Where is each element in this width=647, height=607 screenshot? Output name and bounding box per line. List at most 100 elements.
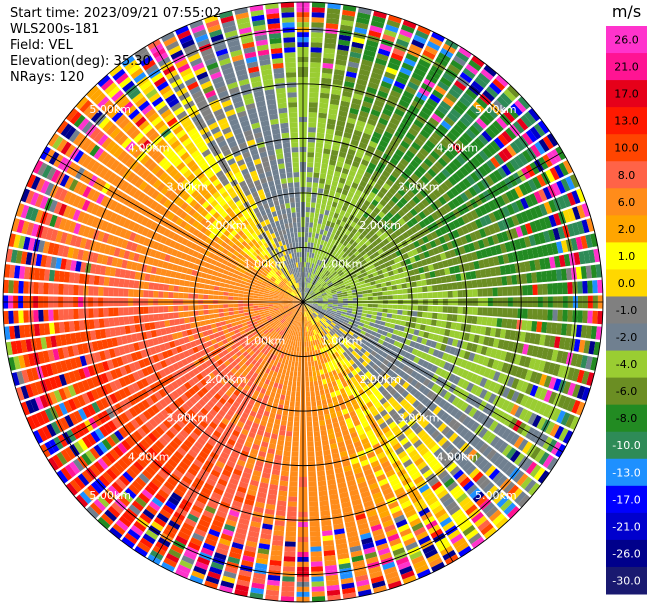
ray-gate — [444, 250, 452, 259]
ray-gate — [382, 182, 391, 191]
ray-gate — [315, 233, 320, 239]
ray-gate — [515, 199, 525, 212]
ray-gate — [304, 287, 307, 293]
ray-gate — [306, 304, 312, 309]
ray-gate — [313, 269, 317, 275]
ray-gate — [337, 304, 343, 308]
ray-gate — [321, 291, 327, 295]
ray-gate — [544, 334, 551, 347]
ray-gate — [571, 222, 580, 236]
ray-gate — [575, 354, 584, 368]
ray-gate — [321, 267, 326, 274]
ray-gate — [355, 230, 362, 238]
ray-gate — [326, 292, 332, 295]
ray-gate — [344, 255, 350, 261]
ray-gate — [557, 195, 567, 210]
ray-gate — [363, 275, 369, 281]
ray-gate — [320, 429, 328, 436]
ray-gate — [356, 336, 363, 342]
ray-gate — [563, 253, 571, 267]
ray-gate — [395, 249, 403, 257]
ray-gate — [322, 378, 327, 385]
ray-gate — [368, 191, 377, 199]
ray-gate — [394, 221, 402, 229]
ray-gate — [462, 289, 468, 298]
ray-gate — [317, 298, 323, 300]
ray-gate — [346, 333, 353, 339]
ray-gate — [317, 302, 323, 304]
ray-gate — [352, 323, 359, 328]
ray-gate — [359, 280, 366, 285]
ray-gate — [595, 264, 602, 278]
ray-gate — [308, 289, 312, 294]
ray-gate — [389, 323, 396, 329]
ray-gate — [431, 31, 446, 43]
ray-gate — [377, 349, 384, 356]
ray-gate — [399, 325, 405, 332]
ray-gate — [317, 295, 323, 298]
ray-gate — [408, 127, 419, 137]
ray-gate — [278, 485, 288, 492]
ray-gate — [380, 112, 391, 122]
ray-gate — [485, 247, 493, 257]
ray-gate — [356, 120, 366, 128]
ray-gate — [325, 287, 331, 292]
ray-gate — [381, 207, 389, 215]
ray-gate — [316, 283, 322, 289]
ray-gate — [417, 293, 423, 299]
ray-gate — [366, 314, 372, 319]
ray-gate — [416, 317, 422, 324]
ray-gate — [312, 411, 318, 417]
ray-gate — [336, 310, 342, 314]
ray-gate — [381, 170, 391, 179]
ray-gate — [307, 272, 310, 278]
ray-gate — [329, 103, 339, 111]
ray-gate — [326, 8, 341, 15]
ray-gate — [316, 276, 320, 282]
ray-gate — [443, 116, 455, 127]
ray-gate — [339, 317, 345, 322]
ray-gate — [442, 96, 455, 108]
ray-gate — [305, 376, 309, 382]
ray-gate — [452, 104, 465, 116]
ray-gate — [335, 218, 342, 226]
ray-gate — [338, 34, 352, 42]
ray-gate — [333, 234, 339, 241]
ray-gate — [317, 296, 323, 299]
ray-gate — [586, 218, 595, 232]
ray-gate — [441, 153, 452, 164]
ray-gate — [315, 147, 323, 154]
ray-gate — [515, 212, 525, 225]
ray-gate — [293, 371, 298, 377]
ray-gate — [278, 399, 285, 406]
ray-gate — [331, 292, 337, 295]
ray-gate — [329, 285, 335, 289]
ray-gate — [441, 352, 449, 361]
ray-gate — [317, 480, 327, 487]
ray-gate — [309, 381, 314, 387]
ray-gate — [341, 205, 348, 212]
ray-gate — [410, 370, 418, 378]
ray-gate — [580, 235, 588, 249]
ray-gate — [314, 281, 319, 287]
ray-gate — [315, 455, 324, 462]
ray-gate — [549, 335, 556, 348]
ray-gate — [317, 249, 322, 255]
ray-gate — [536, 321, 543, 333]
ray-gate — [509, 330, 517, 341]
ray-gate — [343, 319, 350, 324]
ray-gate — [375, 319, 381, 325]
ray-gate — [560, 351, 569, 364]
ray-gate — [315, 290, 321, 295]
ray-gate — [335, 286, 341, 291]
ray-gate — [309, 376, 314, 382]
ray-gate — [457, 378, 466, 388]
ray-gate — [514, 330, 521, 342]
ray-gate — [327, 113, 337, 120]
ray-gate — [546, 243, 554, 256]
ray-gate — [337, 294, 343, 298]
ray-gate — [444, 179, 454, 189]
ray-gate — [320, 82, 331, 89]
ray-gate — [297, 336, 301, 342]
ray-gate — [423, 102, 436, 112]
